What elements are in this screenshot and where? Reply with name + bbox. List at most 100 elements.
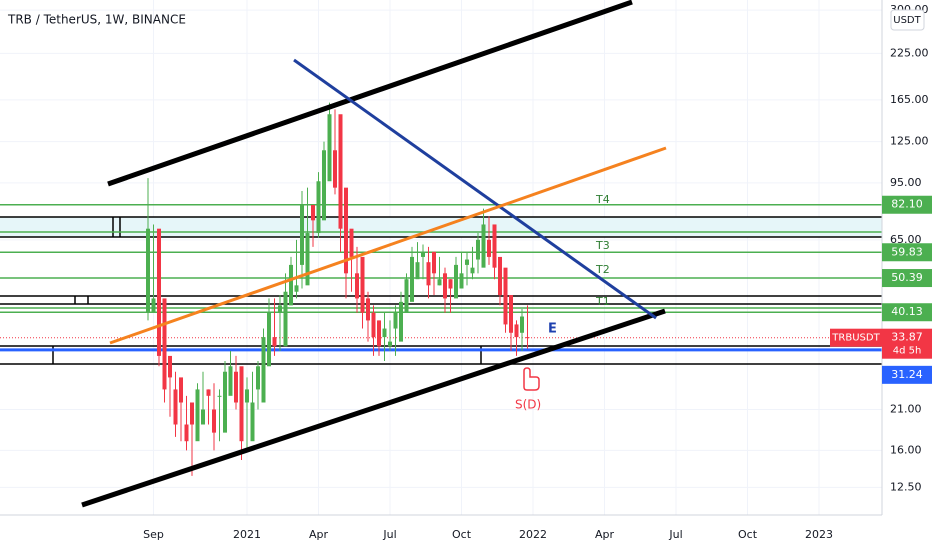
candle-body (366, 298, 370, 321)
annotation: T4 (595, 193, 610, 206)
candle-body (382, 328, 387, 338)
level-label-bg (882, 195, 932, 214)
candle-body (261, 337, 266, 403)
level-label: 31.24 (891, 368, 923, 381)
candle-body (360, 256, 365, 313)
candle-body (173, 389, 178, 425)
x-tick-label: Sep (143, 528, 164, 541)
annotation: T1 (595, 295, 610, 308)
candle-body (272, 337, 277, 347)
x-tick-label: Jul (382, 528, 396, 541)
level-label: 82.10 (891, 198, 923, 211)
level-label: 50.39 (891, 271, 923, 284)
level-label-bg (882, 365, 932, 384)
y-tick-label: 95.00 (890, 176, 922, 189)
trend-lines (81, 0, 667, 508)
x-tick-label: 2022 (519, 528, 547, 541)
chart-title: TRB / TetherUS, 1W, BINANCE (7, 13, 186, 27)
candle-body (228, 366, 233, 396)
candle-body (503, 267, 508, 325)
candle-body (168, 355, 172, 378)
candle-body (421, 251, 425, 257)
candle-body (410, 256, 414, 302)
y-tick-label: 16.00 (890, 443, 922, 456)
candle-body (184, 424, 189, 442)
candle-body (437, 279, 442, 286)
x-tick-label: Oct (452, 528, 472, 541)
axis-labels: 12.50 16.00 21.00 65.00 95.00 125.00 165.00 225… (143, 3, 932, 541)
candle-body (349, 228, 354, 257)
countdown: 4d 5h (893, 346, 922, 357)
candle-body (195, 389, 200, 442)
candle-body (338, 114, 343, 229)
candle-body (393, 312, 398, 329)
y-tick-label: 125.00 (890, 135, 929, 148)
candle-body (509, 295, 513, 333)
candle-body (399, 301, 403, 342)
x-tick-label: 2021 (233, 528, 261, 541)
candle-body (157, 228, 161, 356)
candle-body (344, 187, 348, 274)
annotation: E (548, 322, 557, 337)
level-label-bg (882, 303, 932, 322)
annotation: T3 (595, 239, 610, 252)
symbol-label: TRBUSDT (831, 333, 880, 344)
currency: USDT (893, 15, 921, 26)
candle-body (454, 264, 458, 299)
candle-body (311, 204, 315, 221)
last-price-bg (882, 328, 932, 359)
candle-body (201, 409, 205, 425)
candle-body (443, 273, 447, 299)
candle-body (327, 114, 332, 182)
candle-body (459, 273, 464, 289)
currency-box (890, 9, 925, 31)
candle-body (212, 409, 216, 433)
channel-bottom (81, 308, 666, 508)
candle-body (371, 312, 376, 338)
symbol-bg (830, 328, 882, 347)
candle-body (289, 264, 293, 306)
candle-body (514, 324, 519, 338)
y-tick-label: 225.00 (890, 46, 929, 59)
candle-body (487, 239, 491, 257)
candle-body (404, 279, 409, 313)
annotation: T2 (595, 263, 610, 276)
annotation: S(D) (515, 398, 541, 412)
candles (146, 102, 530, 476)
x-tick-label: Apr (309, 528, 329, 541)
candle-body (190, 402, 194, 425)
y-tick-label: 165.00 (890, 93, 929, 106)
x-tick-label: Jul (668, 528, 682, 541)
candle-body (267, 312, 271, 367)
candle-body (476, 239, 480, 260)
last-price-label: 33.87 (891, 331, 923, 344)
candle-body (426, 262, 431, 286)
candle-body (415, 262, 420, 280)
down-trend (293, 58, 657, 320)
candle-body (333, 150, 337, 188)
candle-body (294, 285, 299, 292)
candle-body (206, 389, 211, 396)
candle-body (322, 150, 326, 221)
time-axis (0, 515, 932, 550)
orange-trend (109, 146, 667, 345)
candle-body (481, 224, 486, 268)
level-label-bg (882, 269, 932, 288)
drawings (0, 216, 882, 365)
candle-body (283, 291, 288, 347)
candle-body (250, 402, 255, 442)
candle-body (234, 371, 238, 403)
level-label-bg (882, 243, 932, 262)
candle-body (388, 341, 392, 347)
candle-body (470, 267, 475, 274)
candle-body (525, 337, 530, 339)
annotations: T4 T3 T2 T1 E S(D) (515, 193, 610, 412)
candle-body (520, 316, 524, 333)
candle-body (377, 320, 381, 347)
channel-top (107, 0, 633, 187)
x-tick-label: Apr (595, 528, 615, 541)
candle-body (162, 298, 167, 390)
grid (0, 0, 882, 515)
hand-icon (523, 367, 540, 391)
